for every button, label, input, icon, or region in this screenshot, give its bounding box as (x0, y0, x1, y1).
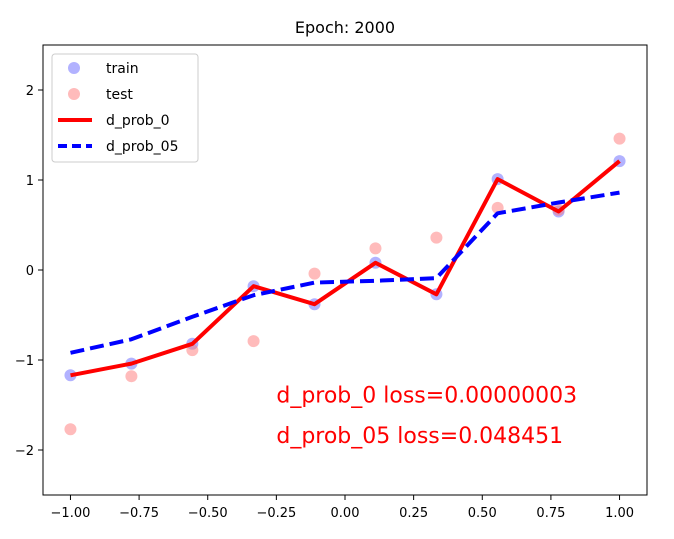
loss-annotation: d_prob_0 loss=0.00000003 (276, 383, 577, 408)
test-point (64, 423, 77, 436)
legend-label: train (106, 61, 139, 77)
x-tick-label: 0.25 (399, 506, 428, 521)
chart-title: Epoch: 2000 (295, 18, 395, 37)
legend-label: d_prob_0 (106, 113, 170, 129)
legend-label: d_prob_05 (106, 139, 179, 155)
test-point (369, 242, 382, 255)
x-tick-label: −0.75 (119, 506, 159, 521)
y-tick-label: 2 (26, 84, 34, 99)
test-point (308, 267, 321, 280)
legend-marker (68, 88, 80, 100)
x-tick-label: 1.00 (605, 506, 634, 521)
test-point (186, 344, 199, 357)
train-point (64, 369, 77, 382)
d_prob_05-line (70, 190, 620, 355)
legend-box (51, 53, 199, 163)
test-point (430, 231, 443, 244)
y-tick-label: −2 (15, 444, 34, 459)
x-tick-label: −1.00 (51, 506, 91, 521)
y-tick-label: 0 (26, 264, 34, 279)
legend-label: test (106, 87, 133, 103)
y-tick-label: −1 (15, 354, 34, 369)
x-tick-label: 0.75 (536, 506, 565, 521)
x-tick-label: 0.00 (331, 506, 360, 521)
legend-marker (68, 62, 80, 74)
y-tick-label: 1 (26, 174, 34, 189)
loss-annotation: d_prob_05 loss=0.048451 (276, 424, 563, 449)
legend: train test d_prob_0 d_prob_05 (51, 53, 199, 163)
x-tick-label: −0.50 (188, 506, 228, 521)
test-point (613, 132, 626, 145)
series-d_prob_05 (70, 190, 620, 355)
series-d_prob_0 (70, 159, 621, 378)
series-train (64, 155, 626, 382)
test-point (125, 370, 138, 383)
x-tick-label: 0.50 (468, 506, 497, 521)
x-tick-label: −0.25 (256, 506, 296, 521)
test-point (247, 335, 260, 348)
d_prob_0-line (70, 159, 621, 378)
